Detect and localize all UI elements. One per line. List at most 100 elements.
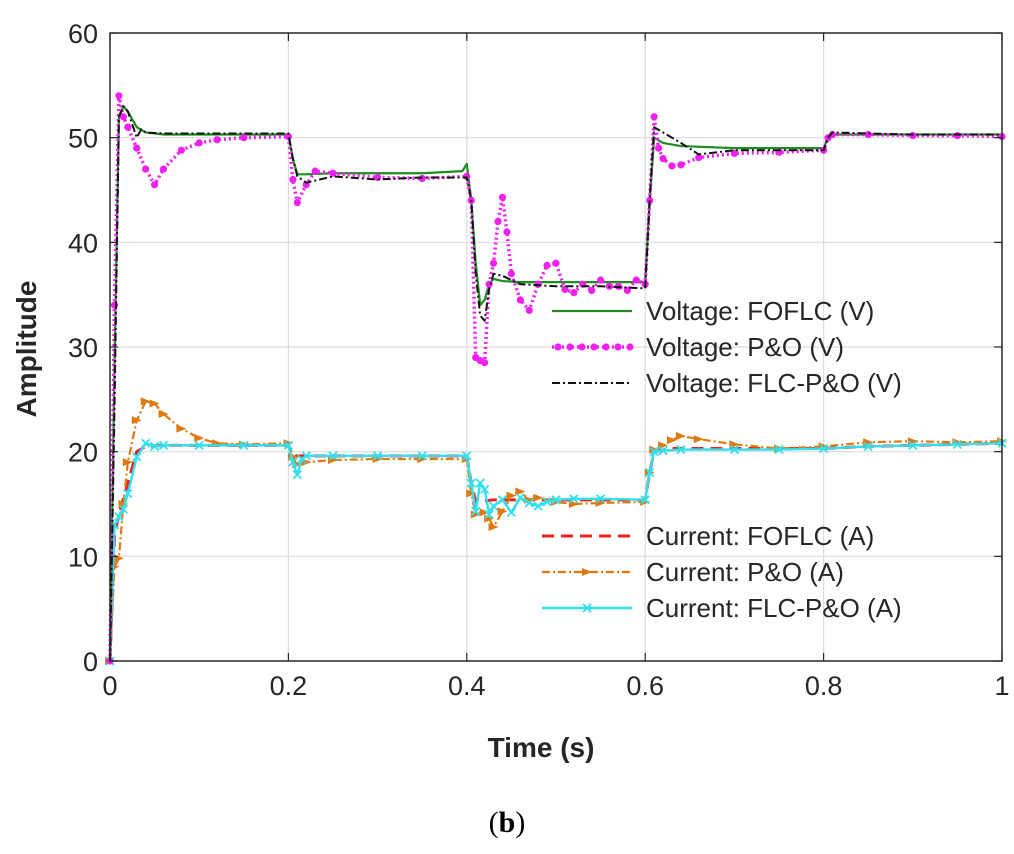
- y-tick-label: 30: [68, 333, 98, 363]
- x-tick-label: 0: [102, 671, 117, 701]
- data-point: [654, 144, 663, 152]
- data-point: [466, 489, 477, 498]
- data-point: [374, 173, 382, 182]
- data-point: [159, 165, 168, 173]
- legend-marker: [582, 568, 592, 576]
- data-point: [142, 165, 150, 173]
- data-point: [542, 497, 552, 507]
- data-point: [297, 454, 307, 464]
- data-point: [158, 409, 169, 418]
- data-point: [525, 306, 533, 314]
- data-point: [239, 440, 249, 451]
- data-point: [497, 507, 508, 516]
- data-point: [506, 491, 517, 500]
- data-point: [533, 501, 543, 511]
- data-point: [640, 495, 650, 505]
- x-tick-label: 0.4: [448, 671, 486, 701]
- legend-label: Voltage: FOFLC (V): [646, 296, 874, 326]
- legend-2: Current: FOFLC (A) Current: P&O (A) Curren…: [542, 521, 902, 623]
- y-tick-label: 20: [68, 438, 98, 468]
- data-point: [141, 438, 151, 448]
- data-point: [494, 217, 502, 225]
- data-point: [488, 501, 499, 511]
- data-point: [194, 440, 204, 451]
- y-tick-label: 40: [68, 228, 98, 258]
- data-point: [543, 261, 551, 269]
- data-point: [151, 181, 159, 189]
- data-point: [118, 504, 129, 514]
- data-point: [479, 508, 490, 517]
- data-point: [909, 131, 917, 140]
- data-point: [301, 451, 311, 461]
- data-point: [515, 493, 525, 503]
- legend-marker: [554, 343, 562, 351]
- data-point: [666, 436, 677, 445]
- data-point: [597, 276, 605, 284]
- data-point: [119, 113, 127, 121]
- x-tick-label: 0.8: [805, 671, 843, 701]
- series-group: [105, 92, 1007, 666]
- legend-marker: [614, 343, 622, 351]
- data-point: [194, 434, 205, 443]
- data-point: [158, 440, 169, 451]
- legend-label: Voltage: FLC-P&O (V): [646, 368, 902, 398]
- y-tick-label: 50: [68, 124, 98, 154]
- x-tick-label: 0.6: [626, 671, 664, 701]
- data-point: [551, 495, 561, 505]
- data-point: [695, 153, 703, 162]
- legend-marker: [566, 343, 574, 351]
- data-point: [131, 416, 142, 425]
- legend-group: Voltage: FOFLC (V) Voltage: P&O (V) Voltag…: [542, 296, 902, 623]
- series-line: [108, 105, 1002, 662]
- data-point: [774, 444, 784, 455]
- x-tick-label: 0.2: [270, 671, 308, 701]
- data-point: [533, 493, 544, 502]
- data-point: [462, 451, 472, 461]
- data-point: [675, 431, 686, 440]
- data-point: [132, 452, 142, 462]
- data-point: [471, 506, 481, 516]
- series-2: [109, 105, 1002, 662]
- data-point: [658, 445, 668, 456]
- data-point: [552, 259, 560, 267]
- data-point: [818, 443, 829, 454]
- series-1: [106, 92, 1006, 665]
- data-point: [515, 487, 526, 496]
- data-point: [481, 359, 489, 367]
- legend-marker: [626, 343, 634, 351]
- data-point: [149, 441, 160, 452]
- data-point: [623, 286, 631, 295]
- grid: [110, 33, 1002, 661]
- data-point: [329, 169, 337, 177]
- data-point: [908, 440, 918, 451]
- legend-label: Current: FLC-P&O (A): [646, 593, 902, 623]
- legend-marker: [578, 343, 586, 351]
- data-point: [953, 131, 962, 140]
- data-point: [632, 276, 640, 284]
- data-point: [140, 397, 151, 406]
- data-point: [124, 123, 132, 131]
- data-point: [645, 467, 655, 478]
- data-point: [372, 451, 383, 461]
- data-point: [498, 193, 507, 201]
- legend-marker: [582, 603, 592, 613]
- data-point: [240, 134, 248, 142]
- data-point: [133, 144, 141, 152]
- series-line: [108, 442, 1003, 662]
- data-point: [123, 488, 133, 499]
- data-point: [328, 451, 338, 461]
- data-point: [417, 451, 427, 461]
- data-point: [516, 296, 524, 304]
- legend-label: Voltage: P&O (V): [646, 332, 844, 362]
- data-point: [470, 510, 481, 519]
- data-point: [114, 511, 124, 522]
- data-point: [588, 286, 596, 295]
- data-point: [213, 136, 221, 144]
- data-point: [311, 167, 319, 175]
- data-point: [649, 447, 659, 457]
- data-point: [149, 399, 160, 408]
- data-point: [668, 162, 676, 170]
- data-point: [177, 146, 185, 154]
